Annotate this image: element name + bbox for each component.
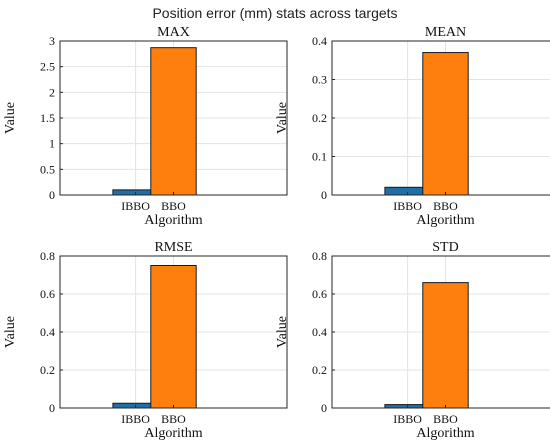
ytick-label-max-3: 1.5 [40,111,55,125]
yaxis-label-max: Value [3,102,18,134]
panel-title-max: MAX [157,25,190,40]
xtick-label-rmse-ibbo: IBBO [121,412,150,426]
ytick-label-max-0: 0 [49,188,55,202]
xaxis-label-max: Algorithm [144,213,202,228]
yaxis-label-std: Value [275,316,290,348]
ytick-label-mean-3: 0.3 [312,73,327,87]
yaxis-label-mean: Value [275,102,290,134]
ytick-label-rmse-0: 0 [49,401,55,415]
ytick-label-mean-0: 0 [321,188,327,202]
xaxis-label-rmse: Algorithm [144,426,202,441]
ytick-label-rmse-1: 0.2 [40,363,55,377]
ytick-label-std-1: 0.2 [312,363,327,377]
figure-title: Position error (mm) stats across targets [152,5,397,21]
ytick-label-std-2: 0.4 [312,325,327,339]
xtick-label-mean-ibbo: IBBO [393,199,422,213]
xtick-label-std-bbo: BBO [433,412,458,426]
ytick-label-std-3: 0.6 [312,287,327,301]
xtick-label-rmse-bbo: BBO [161,412,186,426]
ytick-label-rmse-3: 0.6 [40,287,55,301]
bar-max-bbo [150,47,197,196]
bar-std-bbo [422,282,469,409]
ytick-label-max-5: 2.5 [40,60,55,74]
panel-title-rmse: RMSE [154,240,192,255]
ytick-label-mean-4: 0.4 [312,34,327,48]
xtick-label-mean-bbo: BBO [433,199,458,213]
ytick-label-mean-1: 0.1 [312,150,327,164]
ytick-label-max-4: 2 [49,85,55,99]
panel-max: 0 0.5 1 1.5 2 2.5 3 IBBO BBO MAX Algorithm Value [3,25,288,228]
panel-rmse: 0 0.2 0.4 0.6 0.8 IBBO BBO RMSE Algorithm Value [3,240,288,441]
ytick-label-rmse-2: 0.4 [40,325,55,339]
yaxis-label-rmse: Value [3,316,18,348]
ytick-label-std-4: 0.8 [312,249,327,263]
ytick-label-max-6: 3 [49,34,55,48]
ytick-label-rmse-4: 0.8 [40,249,55,263]
bar-rmse-bbo [150,265,197,409]
panel-title-std: STD [432,240,458,255]
panel-title-mean: MEAN [425,25,466,40]
ytick-label-mean-2: 0.2 [312,111,327,125]
bar-mean-bbo [422,52,469,196]
ytick-label-max-2: 1 [49,137,55,151]
xtick-label-max-ibbo: IBBO [121,199,150,213]
panel-mean: 0 0.1 0.2 0.3 0.4 IBBO BBO MEAN Algorithm Value [275,25,550,228]
xaxis-label-std: Algorithm [416,426,474,441]
xaxis-label-mean: Algorithm [416,213,474,228]
ytick-label-max-1: 0.5 [40,162,55,176]
xtick-label-std-ibbo: IBBO [393,412,422,426]
xtick-label-max-bbo: BBO [161,199,186,213]
ytick-label-std-0: 0 [321,401,327,415]
panel-std: 0 0.2 0.4 0.6 0.8 IBBO BBO STD Algorithm Value [275,240,550,441]
